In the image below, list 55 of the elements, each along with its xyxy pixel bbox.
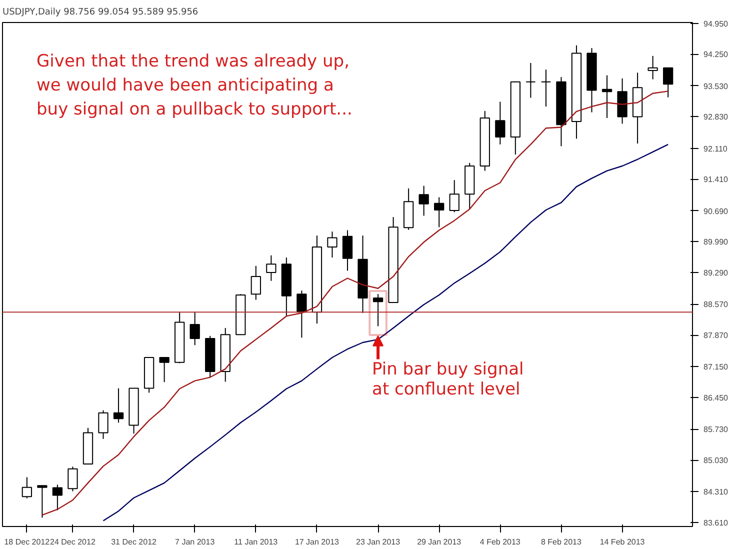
x-tick-label: 23 Jan 2013 bbox=[356, 538, 401, 546]
y-tick-label: 85.730 bbox=[704, 425, 729, 434]
chart-title: USDJPY,Daily 98.756 99.054 95.589 95.956 bbox=[2, 8, 198, 18]
y-tick-label: 83.610 bbox=[704, 518, 729, 528]
candlestick bbox=[37, 485, 48, 518]
candlestick bbox=[22, 476, 32, 499]
candlestick bbox=[266, 254, 276, 282]
candlestick bbox=[662, 67, 674, 98]
candlestick bbox=[342, 230, 353, 272]
candlestick bbox=[449, 180, 460, 213]
y-tick-label: 91.410 bbox=[704, 175, 729, 184]
x-tick-label: 17 Jan 2013 bbox=[294, 538, 340, 546]
annotation: Given that the trend was already up, we would have been anticipating a buy signal on a pullback to support... bbox=[36, 52, 352, 120]
y-tick-label: 90.690 bbox=[704, 206, 729, 216]
x-tick-label: 29 Jan 2013 bbox=[417, 538, 462, 546]
candlestick bbox=[648, 55, 658, 80]
y-tick-label: 85.030 bbox=[704, 456, 729, 466]
y-tick-label: 87.150 bbox=[704, 362, 729, 372]
y-tick-label: 93.530 bbox=[704, 82, 729, 91]
y-tick-label: 92.110 bbox=[704, 144, 728, 154]
candlestick bbox=[250, 265, 261, 300]
candlestick bbox=[190, 312, 200, 346]
y-tick-label: 92.830 bbox=[704, 112, 729, 122]
candlestick bbox=[540, 69, 552, 108]
y-tick-label: 88.570 bbox=[704, 300, 729, 310]
candlestick bbox=[602, 74, 612, 119]
y-tick-label: 87.870 bbox=[704, 331, 729, 340]
candlestick bbox=[372, 294, 384, 327]
candlestick bbox=[68, 466, 78, 492]
y-tick-label: 84.310 bbox=[704, 488, 729, 497]
x-tick-label: 31 Dec 2012 bbox=[111, 538, 158, 546]
x-tick-label: 18 Dec 2012 bbox=[4, 538, 50, 546]
y-tick-label: 86.450 bbox=[704, 394, 729, 403]
candlestick bbox=[113, 388, 124, 424]
candlestick bbox=[327, 231, 338, 258]
candlestick bbox=[296, 290, 307, 338]
candlestick bbox=[52, 484, 63, 511]
line-series bbox=[102, 144, 669, 522]
y-tick-label: 94.950 bbox=[704, 19, 729, 28]
annotation: Pin bar buy signal at confluent level bbox=[372, 360, 524, 400]
y-tick-label: 89.290 bbox=[704, 268, 729, 278]
y-tick-label: 94.250 bbox=[704, 50, 729, 60]
candlestick bbox=[495, 101, 506, 145]
x-tick-label: 24 Dec 2012 bbox=[50, 538, 96, 546]
x-tick-label: 11 Jan 2013 bbox=[234, 538, 278, 546]
candlestick bbox=[526, 62, 536, 98]
candlestick bbox=[434, 196, 444, 228]
x-tick-label: 4 Feb 2013 bbox=[480, 538, 521, 546]
x-tick-label: 8 Feb 2013 bbox=[540, 538, 582, 546]
y-tick-label: 89.990 bbox=[704, 238, 729, 247]
candlestick bbox=[159, 356, 170, 383]
candlestick bbox=[418, 185, 429, 216]
x-tick-label: 14 Feb 2013 bbox=[600, 538, 646, 546]
candlestick bbox=[98, 410, 108, 440]
x-tick-label: 7 Jan 2013 bbox=[175, 538, 216, 546]
